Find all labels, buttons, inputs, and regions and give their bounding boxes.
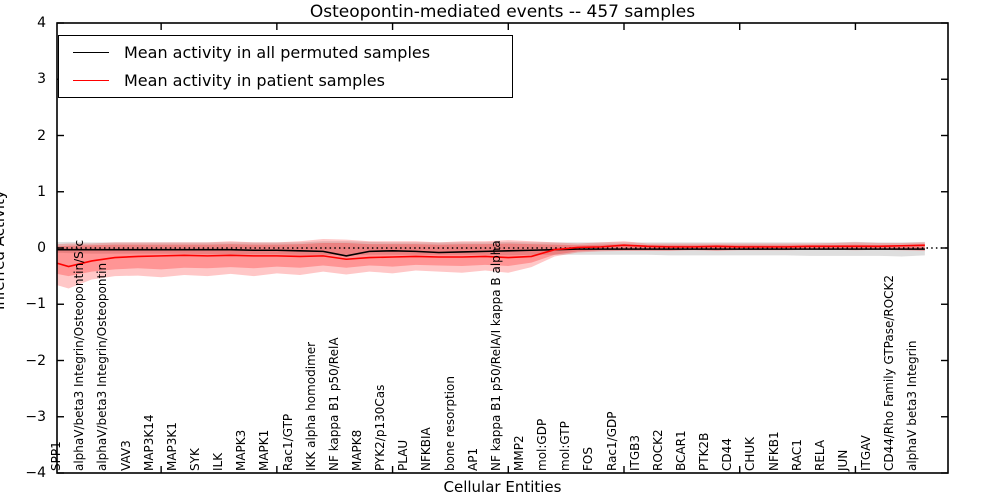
x-tick-label: CD44/Rho Family GTPase/ROCK2 [882, 274, 897, 471]
legend-entry: Mean activity in patient samples [59, 67, 512, 95]
x-tick-label: MAPK1 [257, 429, 272, 471]
series-line-0 [57, 248, 925, 257]
x-tick-label: NF kappa B1 p50/RelA [326, 337, 341, 471]
y-tick-label: 0 [37, 240, 46, 256]
x-tick-label: NF kappa B1 p50/RelA/I kappa B alpha [488, 240, 503, 471]
x-tick-label: SPP1 [49, 441, 64, 471]
x-tick-label: ITGAV [859, 435, 874, 471]
band-permuted-activity-range [57, 241, 925, 257]
x-tick-label: CHUK [743, 436, 758, 471]
legend-entry: Mean activity in all permuted samples [59, 39, 512, 67]
x-tick-label: Rac1/GTP [280, 413, 295, 471]
y-tick-label: −1 [25, 296, 46, 313]
legend-label: Mean activity in patient samples [124, 71, 385, 90]
x-tick-label: alphaV/beta3 Integrin/Osteopontin [95, 262, 110, 471]
x-tick-label: RELA [812, 439, 827, 471]
legend-label: Mean activity in all permuted samples [124, 43, 431, 62]
x-tick-label: MAPK8 [349, 429, 364, 471]
y-tick-label: 2 [37, 127, 46, 144]
x-tick-label: NFKBIA [419, 427, 434, 471]
x-tick-label: JUN [835, 449, 850, 471]
x-tick-label: IKK alpha homodimer [303, 341, 318, 471]
band-patient-activity-range-inner [57, 242, 925, 277]
x-tick-label: MMP2 [511, 435, 526, 471]
y-tick-label: 3 [37, 71, 46, 88]
x-tick-label: MAPK3 [234, 429, 249, 471]
y-tick-label: −3 [25, 408, 46, 425]
x-tick-label: bone resorption [442, 376, 457, 471]
x-tick-label: MAP3K14 [141, 414, 156, 471]
x-tick-label: alphaV/beta3 Integrin/Osteopontin/Src [72, 239, 87, 471]
x-tick-label: SYK [187, 448, 202, 471]
x-tick-label: RAC1 [789, 439, 804, 471]
x-tick-label: PTK2B [697, 432, 712, 471]
x-tick-label: PLAU [396, 439, 411, 471]
x-tick-label: Rac1/GDP [604, 411, 619, 471]
chart-title: Osteopontin-mediated events -- 457 sampl… [309, 2, 696, 22]
legend-line-sample-permuted [73, 52, 109, 53]
x-tick-label: ITGB3 [627, 434, 642, 471]
x-tick-label: mol:GTP [558, 421, 573, 471]
x-tick-label: ILK [211, 452, 226, 471]
band-patient-activity-range-outer [57, 239, 925, 289]
x-tick-label: mol:GDP [535, 418, 550, 471]
axis-ticks [57, 22, 948, 474]
y-tick-label: 1 [37, 183, 46, 200]
x-tick-label: MAP3K1 [164, 422, 179, 471]
x-tick-label: AP1 [465, 447, 480, 471]
x-tick-label: alphaV beta3 Integrin [905, 340, 920, 471]
x-tick-label: PYK2/p130Cas [373, 384, 388, 471]
y-tick-label: −2 [25, 352, 46, 369]
x-tick-label: ROCK2 [650, 429, 665, 471]
x-tick-label: FOS [581, 447, 596, 471]
y-tick-label: 4 [37, 15, 46, 31]
legend-line-sample-patient [73, 80, 109, 81]
x-tick-label: NFKB1 [766, 431, 781, 471]
x-tick-label: BCAR1 [673, 430, 688, 471]
x-tick-label: VAV3 [118, 440, 133, 471]
x-tick-label: CD44 [720, 438, 735, 471]
y-tick-label: −4 [25, 465, 46, 481]
legend: Mean activity in all permuted samples Me… [58, 35, 513, 98]
series-line-1 [57, 244, 925, 268]
x-axis-label: Cellular Entities [443, 478, 562, 496]
